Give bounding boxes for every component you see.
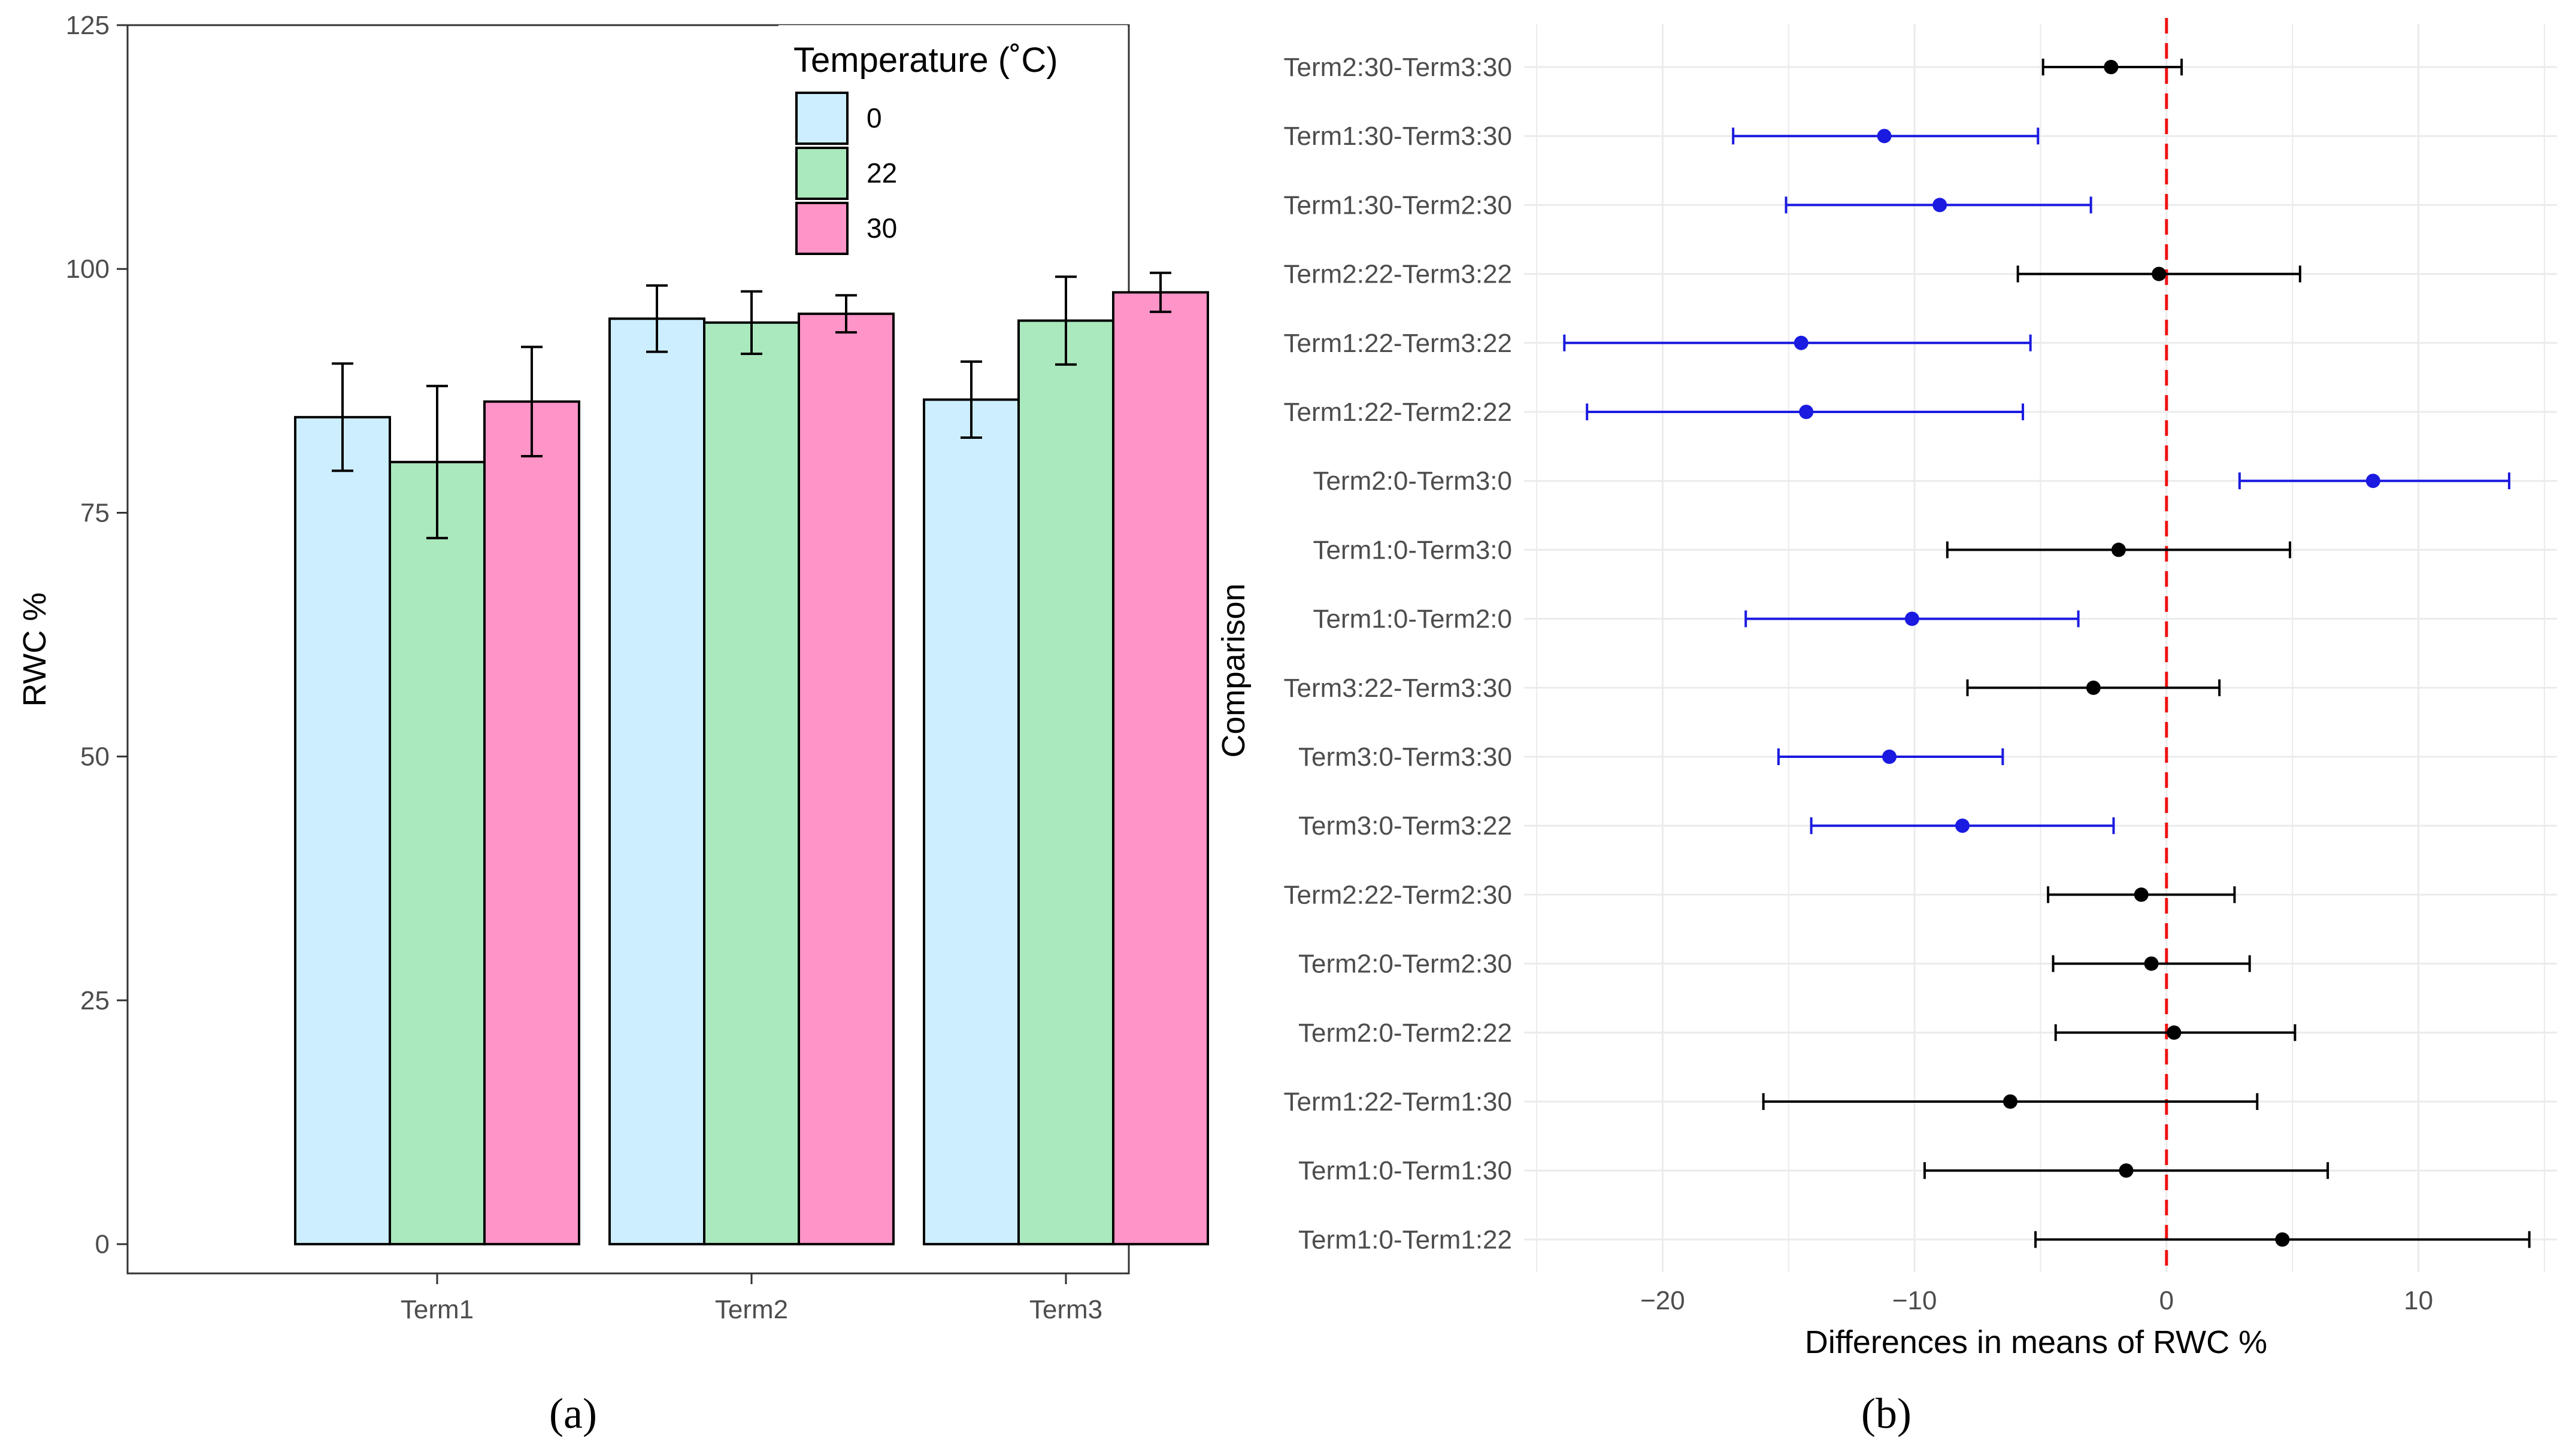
mean-difference-point (2275, 1232, 2290, 1247)
mean-difference-point (2144, 956, 2159, 971)
bar-term2-temp-22 (703, 321, 800, 1246)
mean-difference-point (2086, 680, 2101, 695)
x-tick-label: −20 (1640, 1286, 1685, 1315)
mean-difference-point (2104, 60, 2119, 74)
interval-chart-y-ticks: Term2:30-Term3:30 Term1:30-Term3:30 Term1:… (1284, 53, 1512, 1254)
legend-swatch-22 (795, 147, 849, 200)
comparison-label: Term1:0-Term2:0 (1313, 605, 1512, 634)
mean-difference-point (2167, 1025, 2182, 1040)
mean-difference-point (2111, 542, 2126, 557)
y-tick-label: 125 (66, 11, 110, 40)
mean-difference-point (2134, 887, 2149, 902)
x-tick-label: Term3 (1029, 1295, 1102, 1324)
mean-difference-point (1882, 750, 1897, 764)
mean-difference-point (2152, 266, 2167, 281)
legend-title: Temperature (˚C) (793, 41, 1058, 80)
legend-swatch-0 (795, 92, 849, 145)
comparison-label: Term2:30-Term3:30 (1284, 53, 1512, 82)
mean-difference-point (1877, 129, 1892, 144)
mean-difference-point (2365, 474, 2380, 489)
interval-chart-x-axis-label: Differences in means of RWC % (1805, 1324, 2267, 1360)
interval-chart-y-axis-label: Comparison (1216, 583, 1252, 757)
mean-difference-point (1932, 198, 1947, 213)
bar-term2-temp-30 (798, 313, 895, 1246)
x-tick-label: 0 (2159, 1286, 2174, 1315)
interval-chart-x-ticks: −20 −10 0 10 (1640, 1286, 2433, 1315)
comparison-label: Term2:0-Term2:30 (1298, 950, 1512, 979)
bar-term1-temp-30 (483, 400, 580, 1246)
mean-difference-point (1794, 335, 1808, 350)
bar-term3-temp-0 (923, 398, 1020, 1246)
bar-chart-error-bars (332, 271, 1171, 539)
y-tick-label: 0 (95, 1230, 110, 1259)
bar-chart-x-ticks: Term1 Term2 Term3 (401, 1273, 1102, 1324)
interval-chart-intervals (1563, 59, 2531, 1248)
comparison-label: Term3:22-Term3:30 (1284, 674, 1512, 703)
interval-chart-panel: Term2:30-Term3:30 Term1:30-Term3:30 Term1:… (1216, 18, 2557, 1437)
bar-term3-temp-22 (1017, 319, 1114, 1246)
comparison-label: Term2:0-Term2:22 (1298, 1018, 1512, 1048)
comparison-label: Term2:22-Term2:30 (1284, 880, 1512, 909)
x-tick-label: Term2 (715, 1295, 788, 1324)
mean-difference-point (2119, 1163, 2134, 1178)
comparison-label: Term1:0-Term1:22 (1298, 1225, 1512, 1254)
bar-term1-temp-22 (389, 460, 486, 1246)
bar-chart-y-axis-label: RWC % (17, 592, 53, 706)
bar-chart-panel: 0 25 50 75 100 125 Term1 Term2 Term3 RWC % Temp… (17, 11, 1209, 1437)
y-tick-label: 25 (80, 986, 110, 1015)
comparison-label: Term1:30-Term2:30 (1284, 190, 1512, 220)
comparison-label: Term1:22-Term3:22 (1284, 329, 1512, 358)
y-tick-label: 75 (80, 498, 110, 527)
legend-label: 30 (867, 213, 897, 244)
x-tick-label: 10 (2404, 1286, 2433, 1315)
mean-difference-point (1955, 818, 1970, 833)
comparison-label: Term1:22-Term1:30 (1284, 1087, 1512, 1117)
legend-swatch-30 (795, 202, 849, 255)
bar-chart-y-ticks: 0 25 50 75 100 125 (66, 11, 128, 1259)
panel-label-b: (b) (1861, 1390, 1911, 1437)
bar-term2-temp-0 (608, 317, 705, 1246)
comparison-label: Term3:0-Term3:30 (1298, 742, 1512, 772)
mean-difference-point (2003, 1094, 2018, 1109)
y-tick-label: 50 (80, 742, 110, 772)
comparison-label: Term1:22-Term2:22 (1284, 398, 1512, 427)
legend-label: 22 (867, 157, 897, 189)
x-tick-label: Term1 (401, 1295, 474, 1324)
comparison-label: Term1:0-Term1:30 (1298, 1156, 1512, 1185)
bar-chart-legend: Temperature (˚C) 0 22 30 (778, 25, 1128, 265)
panel-label-a: (a) (549, 1390, 597, 1437)
mean-difference-point (1799, 405, 1814, 419)
comparison-label: Term3:0-Term3:22 (1298, 811, 1512, 841)
bar-term3-temp-30 (1112, 291, 1209, 1246)
comparison-label: Term1:0-Term3:0 (1313, 535, 1512, 565)
legend-items: 0 22 30 (795, 92, 897, 255)
y-tick-label: 100 (66, 254, 110, 284)
mean-difference-point (1904, 611, 1919, 626)
comparison-label: Term2:0-Term3:0 (1313, 466, 1512, 496)
comparison-label: Term2:22-Term3:22 (1284, 260, 1512, 289)
comparison-label: Term1:30-Term3:30 (1284, 122, 1512, 151)
legend-label: 0 (867, 102, 882, 134)
bar-chart-bars (294, 291, 1209, 1246)
x-tick-label: −10 (1892, 1286, 1937, 1315)
bar-term1-temp-0 (294, 415, 391, 1246)
